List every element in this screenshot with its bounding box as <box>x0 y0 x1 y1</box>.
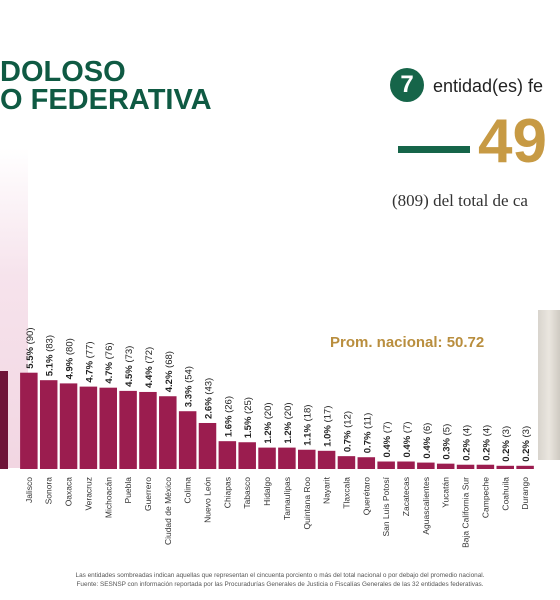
category-label-1: Jalisco <box>24 477 34 503</box>
footnote-source: Fuente: SESNSP con información reportada… <box>76 581 484 588</box>
bar-7 <box>139 391 157 469</box>
bar-2 <box>39 380 58 469</box>
data-label-24: 0.2% (4) <box>481 425 492 461</box>
category-label-4: Veracruz <box>83 477 93 511</box>
footnote-shading: Las entidades sombreadas indican aquella… <box>75 572 485 579</box>
category-label-7: Guerrero <box>143 477 153 511</box>
data-label-16: 1.0% (17) <box>323 406 334 447</box>
category-label-21: Aguascalientes <box>421 477 431 535</box>
national-average-label: Prom. nacional: 50.72 <box>330 334 485 351</box>
category-label-26: Durango <box>520 477 530 510</box>
category-label-25: Coahuila <box>500 477 510 511</box>
bar-1 <box>20 372 38 469</box>
page-title-line-1: DOLOSO <box>0 56 126 88</box>
category-label-5: Michoacán <box>103 477 113 518</box>
total-cases-text: (809) del total de ca <box>392 191 528 210</box>
bar-9 <box>178 411 197 469</box>
bar-13 <box>258 447 276 469</box>
bar-partial <box>0 371 8 469</box>
category-label-24: Campeche <box>480 477 490 518</box>
data-label-10: 2.6% (43) <box>204 378 215 419</box>
category-label-3: Oaxaca <box>64 477 74 507</box>
data-label-21: 0.4% (6) <box>422 423 433 459</box>
data-label-2: 5.1% (83) <box>45 335 56 376</box>
bar-10 <box>198 422 217 469</box>
data-label-11: 1.6% (26) <box>223 396 234 437</box>
data-label-6: 4.5% (73) <box>124 346 135 387</box>
data-label-22: 0.3% (5) <box>442 424 453 460</box>
entity-count-badge: 7 <box>390 68 424 102</box>
bar-20 <box>397 461 415 469</box>
side-photo-strip <box>538 310 560 460</box>
category-label-8: Ciudad de México <box>163 477 173 545</box>
bar-8 <box>159 396 177 469</box>
data-label-1: 5.5% (90) <box>25 327 36 368</box>
bar-19 <box>377 461 395 469</box>
bar-23 <box>456 464 475 469</box>
bar-3 <box>59 383 78 469</box>
category-label-20: Zacatecas <box>401 477 411 516</box>
page-title-line-2: O FEDERATIVA <box>0 84 212 116</box>
bar-5 <box>99 387 117 469</box>
data-label-12: 1.5% (25) <box>243 397 254 438</box>
bar-12 <box>238 442 256 469</box>
bar-21 <box>417 462 435 469</box>
category-label-19: San Luis Potosí <box>381 476 391 536</box>
category-label-18: Querétaro <box>361 477 371 516</box>
category-label-22: Yucatán <box>441 477 451 508</box>
bar-18 <box>357 457 376 469</box>
category-label-10: Nuevo León <box>203 477 213 523</box>
entity-count-text: entidad(es) fe <box>433 76 544 96</box>
data-label-9: 3.3% (54) <box>184 366 195 407</box>
bar-17 <box>337 456 356 469</box>
data-label-19: 0.4% (7) <box>382 422 393 458</box>
category-label-9: Colima <box>183 477 193 504</box>
data-label-5: 4.7% (76) <box>104 342 115 383</box>
category-label-17: Tlaxcala <box>341 477 351 509</box>
bar-25 <box>496 465 514 469</box>
bar-26 <box>516 465 534 469</box>
category-label-14: Tamaulipas <box>282 477 292 520</box>
category-label-2: Sonora <box>44 477 54 505</box>
bar-14 <box>278 447 296 469</box>
data-label-23: 0.2% (4) <box>462 425 473 461</box>
bar-4 <box>79 386 98 469</box>
bar-6 <box>119 390 137 469</box>
bar-16 <box>317 450 336 469</box>
data-label-4: 4.7% (77) <box>84 341 95 382</box>
category-label-13: Hidalgo <box>262 477 272 506</box>
big-percentage-number: 49 <box>478 107 547 176</box>
data-label-20: 0.4% (7) <box>402 422 413 458</box>
data-label-18: 0.7% (11) <box>362 413 373 454</box>
data-label-17: 0.7% (12) <box>342 411 353 452</box>
green-dash-divider <box>398 146 470 153</box>
bar-15 <box>298 449 316 469</box>
bar-11 <box>218 441 237 469</box>
data-label-13: 1.2% (20) <box>263 402 274 443</box>
category-label-23: Baja California Sur <box>461 477 471 548</box>
data-label-3: 4.9% (80) <box>65 338 76 379</box>
data-label-15: 1.1% (18) <box>303 405 314 446</box>
category-label-12: Tabasco <box>242 477 252 509</box>
data-label-8: 4.2% (68) <box>164 351 175 392</box>
category-label-6: Puebla <box>123 477 133 504</box>
data-label-14: 1.2% (20) <box>283 402 294 443</box>
bar-22 <box>436 463 455 469</box>
category-label-16: Nayarit <box>322 476 332 504</box>
data-label-25: 0.2% (3) <box>501 426 512 462</box>
bar-24 <box>476 464 495 469</box>
data-label-26: 0.2% (3) <box>521 426 532 462</box>
category-label-11: Chiapas <box>222 477 232 508</box>
category-label-15: Quintana Roo <box>302 477 312 530</box>
data-label-7: 4.4% (72) <box>144 347 155 388</box>
